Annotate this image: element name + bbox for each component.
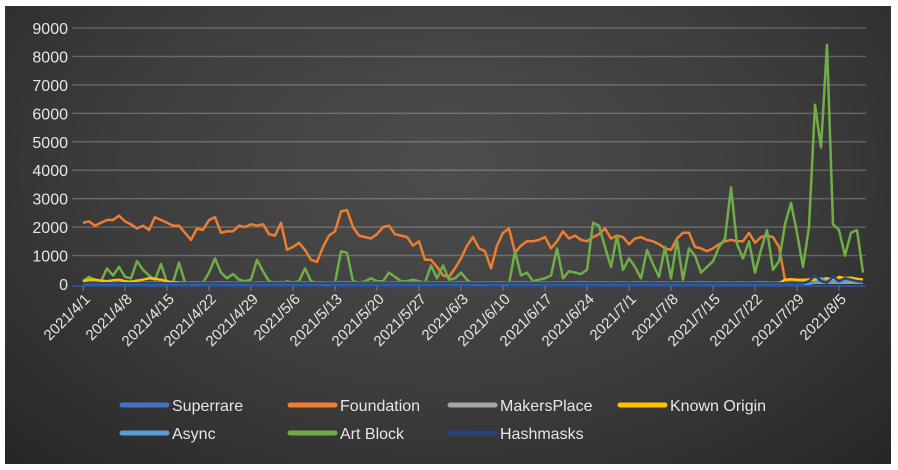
legend-label: Known Origin <box>670 398 766 415</box>
series-line-foundation <box>82 208 864 281</box>
legend-label: Superrare <box>172 398 243 415</box>
legend: Superrare Foundation MakersPlace Known Orig… <box>119 398 766 443</box>
y-tick-label: 2000 <box>32 220 68 237</box>
legend-label: Async <box>172 426 216 443</box>
gridlines <box>72 27 866 257</box>
legend-label: Hashmasks <box>500 426 584 443</box>
y-axis: 0 1000 2000 3000 4000 5000 6000 7000 8000 9000 <box>32 21 68 294</box>
y-tick-label: 9000 <box>32 21 68 38</box>
series-lines <box>82 43 865 286</box>
y-tick-label: 8000 <box>32 49 68 66</box>
series-line-hashmasks <box>83 274 864 285</box>
series-line-art-block <box>82 43 865 286</box>
y-tick-label: 6000 <box>32 106 68 123</box>
y-tick-label: 5000 <box>32 135 68 152</box>
y-tick-label: 1000 <box>32 249 68 266</box>
y-tick-label: 7000 <box>32 78 68 95</box>
legend-label: Foundation <box>340 398 420 415</box>
x-axis: 2021/4/12021/4/82021/4/152021/4/222021/4… <box>41 285 866 350</box>
x-tick-label: 2021/8/5 <box>797 291 850 344</box>
y-tick-label: 4000 <box>32 163 68 180</box>
legend-label: Art Block <box>340 426 405 443</box>
y-tick-label: 3000 <box>32 192 68 209</box>
chart-background <box>5 6 891 464</box>
y-tick-label: 0 <box>59 277 68 294</box>
legend-label: MakersPlace <box>500 398 593 415</box>
